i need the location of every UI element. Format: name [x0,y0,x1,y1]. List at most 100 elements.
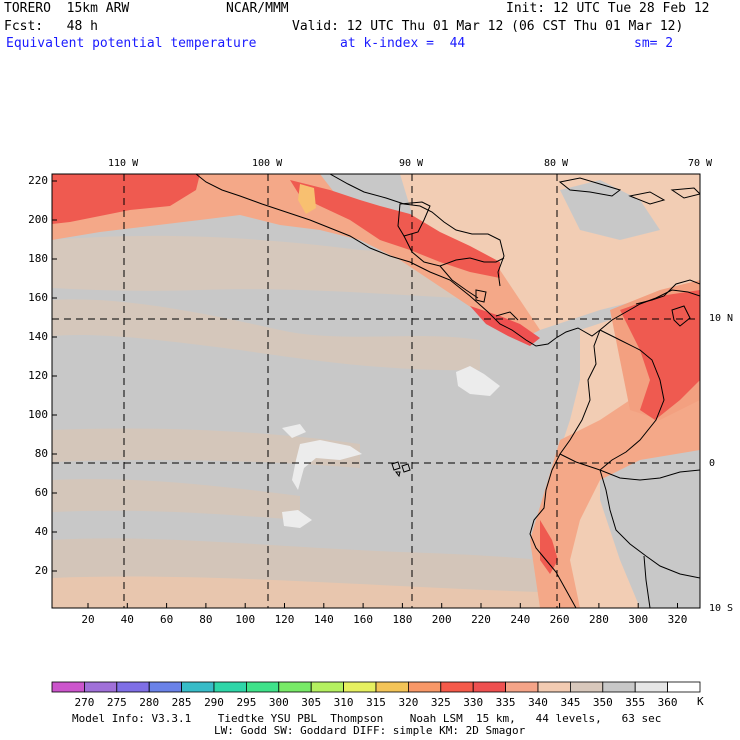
border-2 [599,469,700,481]
y-tick-label: 200 [28,213,48,226]
coastlines [195,174,700,608]
lat-label-10s: 10 S [709,603,734,614]
coast-venezuela-isle [671,305,691,327]
colorbar-label: 340 [528,696,548,709]
x-tick-label: 300 [628,613,649,626]
plot-frame [51,173,701,609]
border-ca-3 [469,257,505,263]
border-ca-4 [495,311,519,321]
lon-label-100w: 100 W [252,158,283,169]
band-low2 [52,479,300,520]
y-tick-label: 100 [28,408,48,421]
lat-label-10n: 10 N [709,313,734,324]
colorbar-swatch [310,681,345,693]
x-tick-label: 120 [274,613,295,626]
colorbar-swatch [278,681,312,693]
red-central-am [290,180,500,278]
coast-gulf [329,174,505,287]
y-tick-label: 160 [28,291,48,304]
colorbar-swatch [116,681,150,693]
lon-label-110w: 110 W [108,158,139,169]
colorbar-swatch [375,681,409,693]
field-shading [52,174,700,608]
colorbar-label: 345 [560,696,581,709]
border-3 [559,453,700,579]
y-tick-label: 220 [28,174,48,187]
x-tick-label: 100 [235,613,256,626]
x-tick-label: 40 [120,613,134,626]
colorbar-swatch [570,681,604,693]
colorbar-swatch [51,681,85,693]
colorbar-label: 280 [139,696,160,709]
coast-panama-island [475,289,487,303]
x-tick-label: 20 [81,613,95,626]
white-patch-3 [282,510,312,528]
colorbar-label: 285 [171,696,192,709]
lon-label-90w: 90 W [399,158,424,169]
colorbar-label: 275 [106,696,127,709]
colorbar-label: 270 [74,696,95,709]
salmon-mexico [52,174,540,340]
colorbar-label: 335 [495,696,516,709]
lat-label-0: 0 [709,458,716,469]
colorbar-swatch [602,681,636,693]
model-info-line2: LW: Godd SW: Goddard DIFF: simple KM: 2D… [214,724,526,737]
caribbean-island-3 [670,187,700,199]
colorbar-label: 355 [625,696,646,709]
colorbar-label: 325 [430,696,451,709]
border-4 [643,555,651,608]
colorbar-swatch [537,681,571,693]
galapagos [391,461,411,478]
colorbar-swatch [634,681,669,693]
caribbean-island-2 [628,191,666,205]
colorbar-swatch [472,681,507,693]
coast-colombia-north [635,279,700,305]
level-info: at k-index = 44 [340,36,466,51]
colorbar-swatch [84,681,118,693]
x-tick-label: 280 [588,613,609,626]
x-tick-label: 60 [159,613,174,626]
colorbar-swatch [181,681,215,693]
x-tick-label: 180 [392,613,413,626]
x-tick-label: 200 [431,613,452,626]
y-tick-label: 40 [34,525,48,538]
colorbar-swatch [440,681,474,693]
colorbar-label: 290 [204,696,224,709]
border-ca-2 [439,265,479,299]
white-patch-4 [282,424,306,438]
forecast-hour: Fcst: 48 h [4,19,98,34]
white-patch-1 [456,366,500,396]
y-tick-label: 20 [34,564,48,577]
border-ca-1 [403,235,471,267]
colorbar-swatch [505,681,539,693]
coast-sa-west [529,329,601,608]
x-tick-label: 140 [313,613,334,626]
band-mid [52,299,480,371]
red-nw [52,174,200,224]
smoothing-info: sm= 2 [634,36,674,51]
y-tick-label: 60 [34,486,48,499]
colorbar-label: 360 [657,696,678,709]
band-low1 [52,428,360,468]
x-tick-label: 260 [549,613,570,626]
red-colombia [620,290,700,420]
colorbar-swatch [667,681,701,693]
init-time: Init: 12 UTC Tue 28 Feb 12 [506,1,710,16]
red-ecuador [540,520,558,574]
lon-label-80w: 80 W [544,158,569,169]
axis-ticks [52,180,678,608]
graticule [52,174,700,608]
colorbar-label: 350 [592,696,613,709]
colorbar-label: 310 [333,696,354,709]
white-patch-2 [292,440,362,490]
colorbar [51,681,701,693]
colorbar-swatch [407,681,442,693]
organization: NCAR/MMM [226,1,289,16]
colorbar-label: 320 [398,696,419,709]
x-tick-label: 220 [471,613,491,626]
x-tick-label: 160 [353,613,374,626]
colorbar-swatch [343,681,377,693]
coast-mexico [195,174,700,347]
colorbar-label: 305 [301,696,322,709]
